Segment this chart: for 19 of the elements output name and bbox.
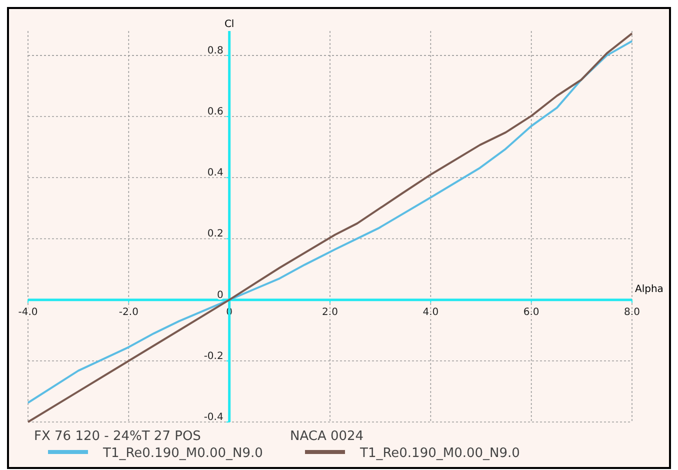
y-tick-label: 0.6	[207, 106, 224, 118]
x-axis-title: Alpha	[635, 284, 664, 295]
y-tick-label: -0.2	[204, 350, 224, 362]
x-tick-label: 2.0	[322, 306, 338, 318]
y-axis-title: Cl	[224, 19, 234, 30]
text: FX 76 120 - 24%T 27 POS	[34, 429, 201, 444]
x-tick-label: -4.0	[18, 306, 38, 318]
legend-label: T1_Re0.190_M0.00_N9.0	[102, 446, 263, 461]
y-tick-label: 0.4	[207, 168, 224, 179]
text: NACA 0024	[290, 429, 364, 444]
x-tick-label: -2.0	[118, 306, 138, 318]
y-tick-label: -0.4	[204, 412, 224, 423]
legend-label: T1_Re0.190_M0.00_N9.0	[359, 446, 520, 461]
y-tick-label: 0.2	[207, 228, 224, 240]
x-tick-label: 6.0	[523, 306, 540, 318]
x-tick-label: 8.0	[624, 306, 640, 318]
y-tick-label: 0.8	[207, 45, 224, 56]
x-tick-label: 4.0	[422, 306, 439, 318]
y-tick-label: 0	[216, 290, 224, 301]
